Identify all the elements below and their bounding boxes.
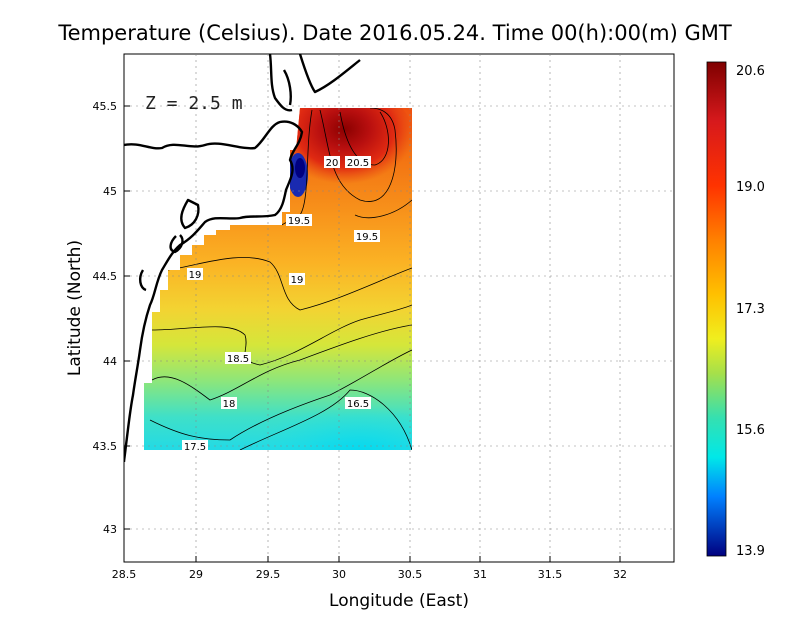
colorbar-tick-label: 15.6: [736, 423, 765, 438]
contour-label: 19: [189, 270, 202, 281]
colorbar: 20.6 19.0 17.3 15.6 13.9: [706, 61, 765, 559]
x-tick-label: 29.5: [256, 568, 281, 581]
x-tick-label: 31: [473, 568, 487, 581]
contour-labels: 20 20.5 19.5 19.5 19 19 18.5 18 16.5 17.…: [182, 156, 380, 453]
y-axis: 43 43.5 44 44.5 45 45.5: [93, 100, 130, 536]
contour-label: 16.5: [347, 399, 369, 410]
coastline: [124, 54, 361, 463]
depth-label: Z = 2.5 m: [145, 93, 243, 114]
y-tick-label: 45.5: [93, 100, 118, 113]
chart-title: Temperature (Celsius). Date 2016.05.24. …: [57, 21, 732, 45]
colorbar-tick-label: 17.3: [736, 302, 765, 317]
contour-label: 20.5: [347, 158, 369, 169]
colorbar-tick-label: 19.0: [736, 180, 765, 195]
y-tick-label: 44.5: [93, 270, 118, 283]
contour-label: 17.5: [184, 442, 206, 453]
y-axis-title: Latitude (North): [65, 240, 85, 376]
contour-label: 20: [326, 158, 339, 169]
x-axis-title: Longitude (East): [329, 591, 469, 611]
y-tick-label: 44: [103, 355, 117, 368]
y-tick-label: 45: [103, 185, 117, 198]
contour-label: 19.5: [356, 232, 378, 243]
y-tick-label: 43: [103, 523, 117, 536]
grid: [124, 54, 674, 562]
x-axis: 28.5 29 29.5 30 30.5 31 31.5 32: [112, 556, 627, 581]
x-tick-label: 29: [189, 568, 203, 581]
cold-core: [250, 395, 412, 450]
x-tick-label: 28.5: [112, 568, 137, 581]
colorbar-tick-label: 13.9: [736, 544, 765, 559]
x-tick-label: 31.5: [538, 568, 563, 581]
x-tick-label: 32: [613, 568, 627, 581]
contour-label: 19: [291, 275, 304, 286]
contour-label: 18.5: [227, 354, 249, 365]
x-tick-label: 30: [332, 568, 346, 581]
contour-label: 19.5: [288, 216, 310, 227]
colorbar-scale: [706, 61, 727, 557]
y-tick-label: 43.5: [93, 440, 118, 453]
x-tick-label: 30.5: [398, 568, 423, 581]
colorbar-tick-label: 20.6: [736, 64, 765, 79]
contour-label: 18: [223, 399, 236, 410]
